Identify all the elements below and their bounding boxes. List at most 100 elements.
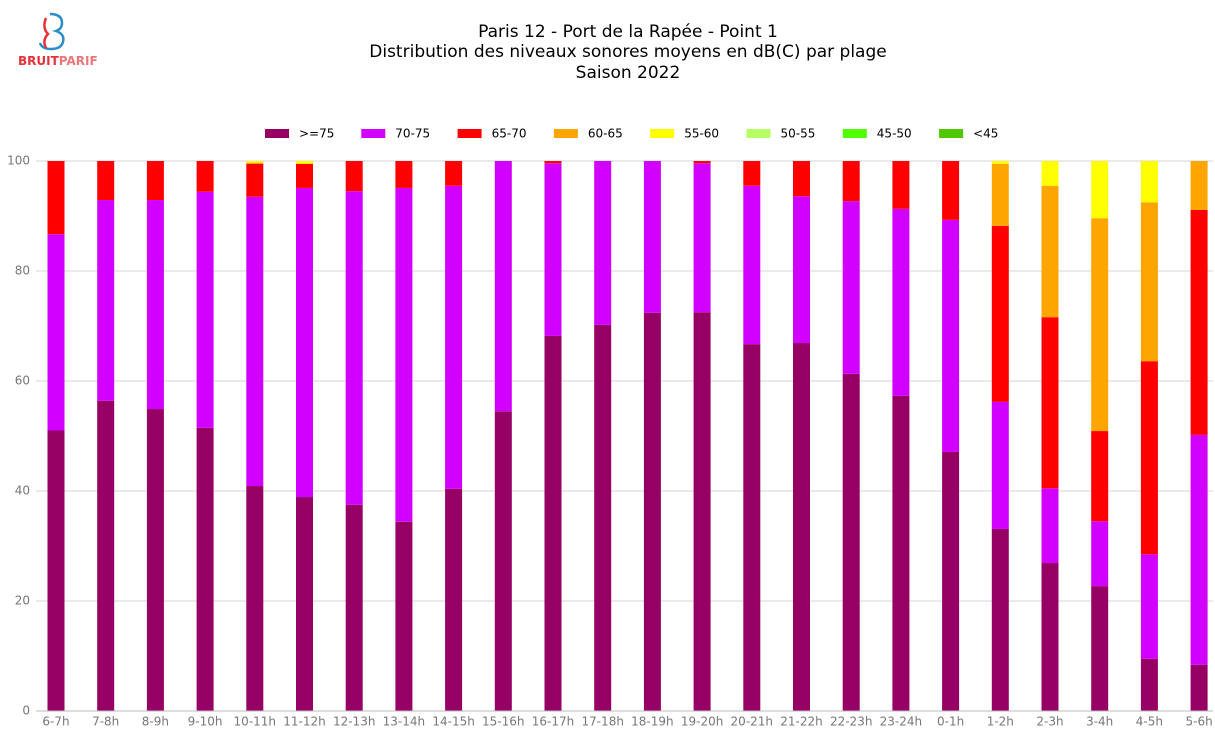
bar-segment [1091,431,1109,522]
bar-segment [47,430,65,711]
x-tick-label: 19-20h [681,715,723,729]
bar-segment [1140,202,1158,362]
legend-label: <45 [973,127,998,141]
bar-segment [1190,664,1208,711]
bar-segment [991,528,1009,711]
legend-swatch [746,129,771,138]
bar-segment [296,497,313,711]
x-tick-label: 5-6h [1185,715,1212,729]
y-tick-label: 40 [15,484,30,498]
bar-segment [97,400,115,711]
bar-segment [1140,554,1158,659]
legend-swatch [553,129,578,138]
bar-segment [246,163,264,197]
x-tick-label: 10-11h [234,715,276,729]
bar-segment [1041,488,1059,564]
bar-segment [345,161,363,192]
legend-swatch [939,129,964,138]
x-tick-label: 0-1h [937,715,964,729]
bar-segment [296,161,313,164]
bar-segment [942,451,960,711]
x-tick-label: 17-18h [581,715,623,729]
bar-segment [146,409,164,711]
legend-label: 50-55 [781,127,816,141]
logo: BRUITPARIF [18,12,98,68]
x-tick-label: 1-2h [987,715,1014,729]
bar-segment [643,161,661,313]
bar-segment [991,225,1009,402]
bar-segment [345,191,363,505]
bar-segment [793,196,810,344]
x-tick-label: 22-23h [830,715,872,729]
bar-segment [1041,185,1059,318]
bar-segment [544,163,562,336]
x-tick-label: 2-3h [1036,715,1063,729]
chart-subtitle: Distribution des niveaux sonores moyens … [369,42,886,62]
x-tick-label: 20-21h [731,715,773,729]
x-tick-label: 7-8h [92,715,119,729]
logo-text: PARIF [59,54,98,68]
bar-segment [196,161,214,192]
bar-segment [892,395,910,711]
bar-segment [196,427,214,711]
bar-segment [1190,434,1208,665]
bar-segment [942,161,960,220]
bar-segment [544,335,562,711]
legend-label: 45-50 [877,127,912,141]
bar-segment [942,219,960,452]
bar-segment [1190,209,1208,435]
legend-swatch [650,129,675,138]
x-tick-label: 4-5h [1136,715,1163,729]
bar-segment [445,161,463,186]
bar-segment [693,163,711,313]
bar-segment [1091,521,1109,587]
x-tick-label: 9-10h [188,715,223,729]
bar-segment [196,191,214,428]
x-tick-label: 3-4h [1086,715,1113,729]
bar-segment [296,187,313,498]
bar-segment [97,161,115,201]
bar-segment [395,187,413,522]
bar-segment [643,312,661,711]
bar-segment [693,312,711,711]
y-tick-label: 80 [15,264,30,278]
y-tick-label: 20 [15,594,30,608]
bar-segment [1140,161,1158,203]
bar-segment [246,162,264,164]
bar-segment [1091,161,1109,219]
legend-label: 70-75 [395,127,430,141]
chart-title: Paris 12 - Port de la Rapée - Point 1 [478,22,778,42]
bar-segment [395,521,413,711]
legend-swatch [361,129,386,138]
bar-segment [892,208,910,396]
chart-subtitle: Saison 2022 [576,63,681,83]
bar-segment [97,200,115,401]
x-tick-label: 14-15h [432,715,474,729]
bar-segment [991,161,1009,164]
bar-segment [1140,361,1158,555]
bar-segment [892,161,910,209]
legend-label: 65-70 [492,127,527,141]
bar-segment [296,163,313,188]
y-tick-label: 100 [7,154,30,168]
bar-segment [1140,658,1158,711]
logo-text: BRUIT [18,54,60,68]
bar-segment [793,161,810,197]
x-tick-label: 18-19h [631,715,673,729]
x-tick-label: 6-7h [42,715,69,729]
legend-swatch [457,129,482,138]
bar-segment [1041,161,1059,186]
x-tick-label: 8-9h [142,715,169,729]
bar-segment [991,401,1009,529]
bar-segment [693,161,711,164]
x-tick-label: 23-24h [880,715,922,729]
bar-segment [47,234,65,431]
bar-segment [395,161,413,188]
bar-segment [1091,218,1109,432]
bar-segment [743,344,761,711]
logo-icon [38,12,65,51]
bar-segment [991,163,1009,226]
y-tick-label: 60 [15,374,30,388]
bar-segment [842,373,860,711]
